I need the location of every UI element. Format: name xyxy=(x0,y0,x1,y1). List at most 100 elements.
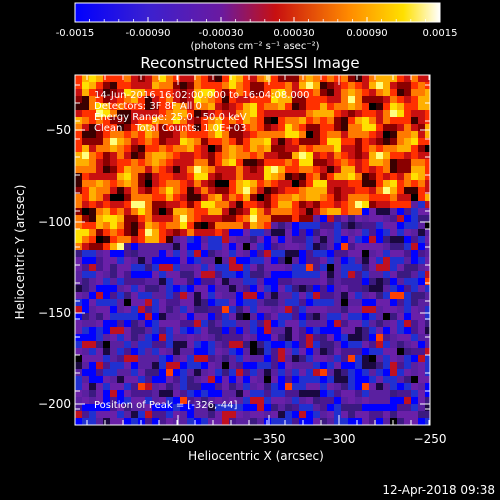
heatmap-cell xyxy=(313,418,320,425)
heatmap-cell xyxy=(117,299,124,306)
heatmap-cell xyxy=(334,355,341,362)
heatmap-cell xyxy=(418,173,425,180)
heatmap-cell xyxy=(180,131,187,138)
heatmap-cell xyxy=(89,341,96,348)
heatmap-cell xyxy=(355,348,362,355)
heatmap-cell xyxy=(215,215,222,222)
heatmap-cell xyxy=(334,166,341,173)
heatmap-cell xyxy=(334,187,341,194)
heatmap-cell xyxy=(376,292,383,299)
heatmap-cell xyxy=(145,362,152,369)
heatmap-cell xyxy=(355,201,362,208)
heatmap-cell xyxy=(425,362,430,369)
heatmap-cell xyxy=(383,299,390,306)
heatmap-cell xyxy=(243,243,250,250)
heatmap-cell xyxy=(96,418,103,425)
heatmap-cell xyxy=(166,376,173,383)
heatmap-cell xyxy=(376,348,383,355)
heatmap-cell xyxy=(376,397,383,404)
heatmap-cell xyxy=(215,117,222,124)
heatmap-cell xyxy=(257,404,264,411)
heatmap-cell xyxy=(117,75,124,82)
heatmap-cell xyxy=(264,208,271,215)
heatmap-cell xyxy=(229,369,236,376)
heatmap-cell xyxy=(194,397,201,404)
heatmap-cell xyxy=(369,243,376,250)
heatmap-cell xyxy=(278,138,285,145)
heatmap-cell xyxy=(418,236,425,243)
heatmap-cell xyxy=(257,159,264,166)
heatmap-cell xyxy=(215,145,222,152)
heatmap-cell xyxy=(180,306,187,313)
heatmap-cell xyxy=(292,166,299,173)
heatmap-cell xyxy=(173,334,180,341)
heatmap-cell xyxy=(292,152,299,159)
heatmap-cell xyxy=(243,348,250,355)
heatmap-cell xyxy=(89,96,96,103)
heatmap-cell xyxy=(320,201,327,208)
heatmap-cell xyxy=(180,404,187,411)
heatmap-cell xyxy=(404,110,411,117)
heatmap-cell xyxy=(110,117,117,124)
heatmap-cell xyxy=(222,418,229,425)
heatmap-cell xyxy=(201,257,208,264)
heatmap-cell xyxy=(418,411,425,418)
heatmap-cell xyxy=(257,383,264,390)
heatmap-cell xyxy=(327,187,334,194)
heatmap-cell xyxy=(306,355,313,362)
heatmap-cell xyxy=(404,173,411,180)
heatmap-cell xyxy=(166,208,173,215)
heatmap-cell xyxy=(208,96,215,103)
heatmap-cell xyxy=(411,278,418,285)
heatmap-cell xyxy=(152,376,159,383)
heatmap-cell xyxy=(159,152,166,159)
heatmap-cell xyxy=(257,355,264,362)
heatmap-cell xyxy=(292,257,299,264)
heatmap-cell xyxy=(264,369,271,376)
heatmap-cell xyxy=(306,397,313,404)
heatmap-cell xyxy=(215,138,222,145)
heatmap-cell xyxy=(362,341,369,348)
heatmap-cell xyxy=(208,152,215,159)
heatmap-cell xyxy=(131,110,138,117)
heatmap-cell xyxy=(145,278,152,285)
heatmap-cell xyxy=(334,369,341,376)
heatmap-cell xyxy=(376,362,383,369)
x-tick-label: −350 xyxy=(253,432,286,446)
heatmap-cell xyxy=(187,355,194,362)
heatmap-cell xyxy=(383,369,390,376)
heatmap-cell xyxy=(404,243,411,250)
heatmap-cell xyxy=(194,180,201,187)
heatmap-cell xyxy=(271,75,278,82)
heatmap-cell xyxy=(313,362,320,369)
heatmap-cell xyxy=(425,285,430,292)
heatmap-cell xyxy=(131,404,138,411)
heatmap-cell xyxy=(327,180,334,187)
heatmap-cell xyxy=(166,264,173,271)
colorbar-tick-label: -0.00030 xyxy=(199,28,244,39)
heatmap-cell xyxy=(180,257,187,264)
heatmap-cell xyxy=(292,75,299,82)
heatmap-cell xyxy=(208,271,215,278)
heatmap-cell xyxy=(397,243,404,250)
heatmap-cell xyxy=(299,124,306,131)
heatmap-cell xyxy=(96,390,103,397)
heatmap-cell xyxy=(369,103,376,110)
heatmap-cell xyxy=(243,376,250,383)
heatmap-cell xyxy=(166,201,173,208)
heatmap-cell xyxy=(271,383,278,390)
heatmap-cell xyxy=(264,271,271,278)
heatmap-cell xyxy=(418,390,425,397)
heatmap-cell xyxy=(334,138,341,145)
heatmap-cell xyxy=(82,75,89,82)
heatmap-cell xyxy=(236,236,243,243)
heatmap-cell xyxy=(124,348,131,355)
heatmap-cell xyxy=(166,243,173,250)
heatmap-cell xyxy=(355,166,362,173)
heatmap-cell xyxy=(341,229,348,236)
heatmap-cell xyxy=(334,103,341,110)
heatmap-cell xyxy=(390,117,397,124)
heatmap-cell xyxy=(222,96,229,103)
heatmap-cell xyxy=(173,159,180,166)
heatmap-cell xyxy=(397,82,404,89)
